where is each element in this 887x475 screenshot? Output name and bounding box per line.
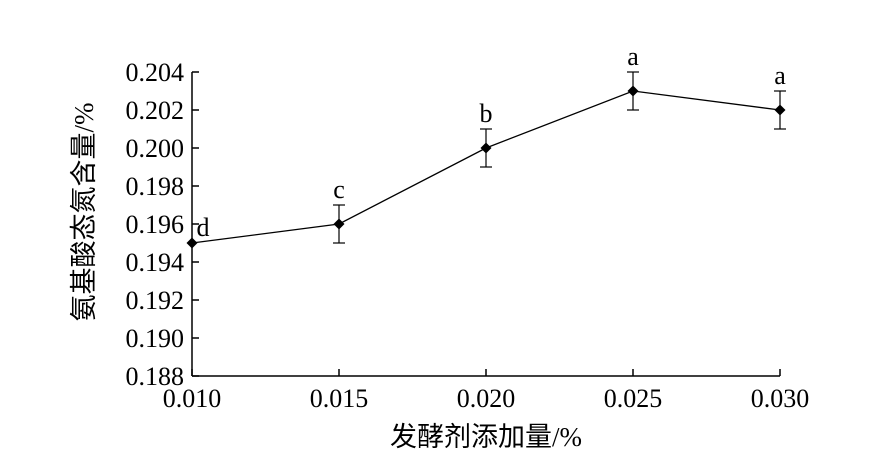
x-axis-title: 发酵剂添加量/% xyxy=(390,422,582,452)
data-point-marker xyxy=(480,142,492,154)
x-tick-label: 0.020 xyxy=(457,384,516,413)
y-tick-label: 0.204 xyxy=(126,58,185,87)
y-tick-label: 0.190 xyxy=(126,324,185,353)
y-tick-label: 0.188 xyxy=(126,362,185,391)
y-tick-label: 0.194 xyxy=(126,248,185,277)
x-tick-label: 0.030 xyxy=(751,384,810,413)
significance-label: c xyxy=(333,175,345,204)
x-tick-label: 0.010 xyxy=(163,384,222,413)
y-tick-label: 0.192 xyxy=(126,286,185,315)
x-tick-label: 0.015 xyxy=(310,384,369,413)
data-point-marker xyxy=(186,237,198,249)
data-series: d c b a a xyxy=(186,42,786,249)
y-tick-label: 0.202 xyxy=(126,96,185,125)
x-axis-ticks: 0.010 0.015 0.020 0.025 0.030 xyxy=(163,369,810,413)
y-axis-title: 氨基酸态氮含量/% xyxy=(69,103,99,322)
y-tick-label: 0.198 xyxy=(126,172,185,201)
data-point-marker xyxy=(333,218,345,230)
data-point-marker xyxy=(627,85,639,97)
y-tick-label: 0.196 xyxy=(126,210,185,239)
significance-label: a xyxy=(774,61,786,90)
significance-label: d xyxy=(197,213,210,242)
x-tick-label: 0.025 xyxy=(604,384,663,413)
significance-label: b xyxy=(480,99,493,128)
y-tick-label: 0.200 xyxy=(126,134,185,163)
significance-label: a xyxy=(627,42,639,71)
data-point-marker xyxy=(774,104,786,116)
y-axis-ticks: 0.188 0.190 0.192 0.194 0.196 0.198 0.200 0.202… xyxy=(126,58,199,391)
